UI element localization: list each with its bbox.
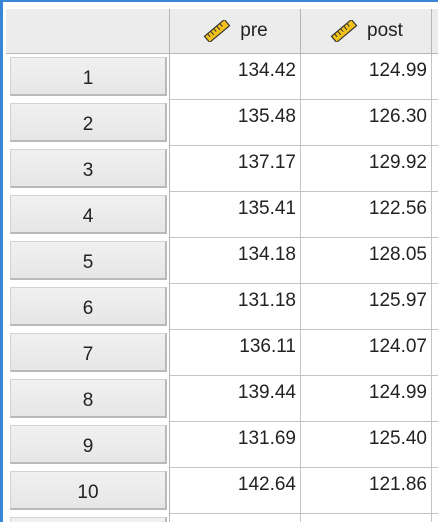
cell-pre[interactable]: 135.48 xyxy=(170,100,301,146)
cell-next[interactable] xyxy=(432,100,438,146)
cell-post[interactable]: 129.92 xyxy=(301,146,432,192)
row-number: 5 xyxy=(10,241,167,280)
table-row: 10 142.64 121.86 xyxy=(6,468,438,514)
row-number: 4 xyxy=(10,195,167,234)
row-header[interactable]: 6 xyxy=(6,284,170,330)
row-header[interactable] xyxy=(6,514,170,522)
cell-next[interactable] xyxy=(432,238,438,284)
row-number-empty xyxy=(10,517,167,522)
cell-post[interactable]: 124.07 xyxy=(301,330,432,376)
table-row: 9 131.69 125.40 xyxy=(6,422,438,468)
table-row: 8 139.44 124.99 xyxy=(6,376,438,422)
cell-pre[interactable]: 137.17 xyxy=(170,146,301,192)
row-header[interactable]: 1 xyxy=(6,54,170,100)
cell-next[interactable] xyxy=(432,468,438,514)
column-header-label: post xyxy=(367,20,403,41)
cell-next[interactable] xyxy=(432,330,438,376)
cell-post[interactable]: 128.05 xyxy=(301,238,432,284)
table-row: 6 131.18 125.97 xyxy=(6,284,438,330)
cell-pre[interactable]: 131.18 xyxy=(170,284,301,330)
row-number: 6 xyxy=(10,287,167,326)
table-row: 1 134.42 124.99 xyxy=(6,54,438,100)
cell-pre[interactable]: 139.44 xyxy=(170,376,301,422)
row-number: 8 xyxy=(10,379,167,418)
row-header[interactable]: 5 xyxy=(6,238,170,284)
cell-next[interactable] xyxy=(432,54,438,100)
table-row: 3 137.17 129.92 xyxy=(6,146,438,192)
row-number: 10 xyxy=(10,471,167,510)
row-number: 1 xyxy=(10,57,167,96)
cell-pre[interactable]: 134.18 xyxy=(170,238,301,284)
column-header-label: pre xyxy=(240,20,268,41)
cell-post[interactable] xyxy=(301,514,432,522)
row-number: 7 xyxy=(10,333,167,372)
cell-post[interactable]: 121.86 xyxy=(301,468,432,514)
row-number: 3 xyxy=(10,149,167,188)
row-header[interactable]: 4 xyxy=(6,192,170,238)
table-row: 2 135.48 126.30 xyxy=(6,100,438,146)
data-grid: 1 134.42 124.99 2 135.48 126.30 3 137.17… xyxy=(6,54,438,522)
cell-next[interactable] xyxy=(432,146,438,192)
row-number: 9 xyxy=(10,425,167,464)
row-header[interactable]: 9 xyxy=(6,422,170,468)
row-header[interactable]: 10 xyxy=(6,468,170,514)
column-header-row: pre post xyxy=(6,9,438,54)
cell-post[interactable]: 122.56 xyxy=(301,192,432,238)
row-header[interactable]: 8 xyxy=(6,376,170,422)
cell-pre[interactable]: 136.11 xyxy=(170,330,301,376)
cell-next[interactable] xyxy=(432,284,438,330)
cell-next[interactable] xyxy=(432,514,438,522)
table-row-partial xyxy=(6,514,438,522)
row-header[interactable]: 7 xyxy=(6,330,170,376)
row-header[interactable]: 3 xyxy=(6,146,170,192)
cell-post[interactable]: 125.40 xyxy=(301,422,432,468)
cell-post[interactable]: 125.97 xyxy=(301,284,432,330)
row-number: 2 xyxy=(10,103,167,142)
column-header-post[interactable]: post xyxy=(301,9,432,53)
cell-pre[interactable]: 131.69 xyxy=(170,422,301,468)
cell-next[interactable] xyxy=(432,422,438,468)
column-header-next[interactable] xyxy=(432,9,438,53)
table-row: 5 134.18 128.05 xyxy=(6,238,438,284)
header-corner[interactable] xyxy=(6,9,170,53)
cell-post[interactable]: 126.30 xyxy=(301,100,432,146)
cell-next[interactable] xyxy=(432,376,438,422)
cell-pre[interactable]: 135.41 xyxy=(170,192,301,238)
table-row: 4 135.41 122.56 xyxy=(6,192,438,238)
column-header-pre[interactable]: pre xyxy=(170,9,301,53)
cell-pre[interactable]: 134.42 xyxy=(170,54,301,100)
ruler-icon xyxy=(202,18,232,44)
row-header[interactable]: 2 xyxy=(6,100,170,146)
table-row: 7 136.11 124.07 xyxy=(6,330,438,376)
cell-next[interactable] xyxy=(432,192,438,238)
cell-post[interactable]: 124.99 xyxy=(301,376,432,422)
cell-pre[interactable]: 142.64 xyxy=(170,468,301,514)
ruler-icon xyxy=(329,18,359,44)
cell-pre[interactable] xyxy=(170,514,301,522)
cell-post[interactable]: 124.99 xyxy=(301,54,432,100)
